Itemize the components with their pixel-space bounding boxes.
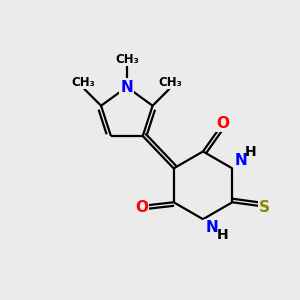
Text: O: O xyxy=(135,200,148,215)
Text: N: N xyxy=(121,80,133,94)
Text: N: N xyxy=(206,220,218,235)
Text: H: H xyxy=(245,145,256,159)
Text: CH₃: CH₃ xyxy=(115,53,139,66)
Text: N: N xyxy=(234,153,247,168)
Text: O: O xyxy=(216,116,229,131)
Text: H: H xyxy=(216,228,228,242)
Text: CH₃: CH₃ xyxy=(71,76,95,89)
Text: S: S xyxy=(259,200,270,215)
Text: CH₃: CH₃ xyxy=(158,76,182,89)
